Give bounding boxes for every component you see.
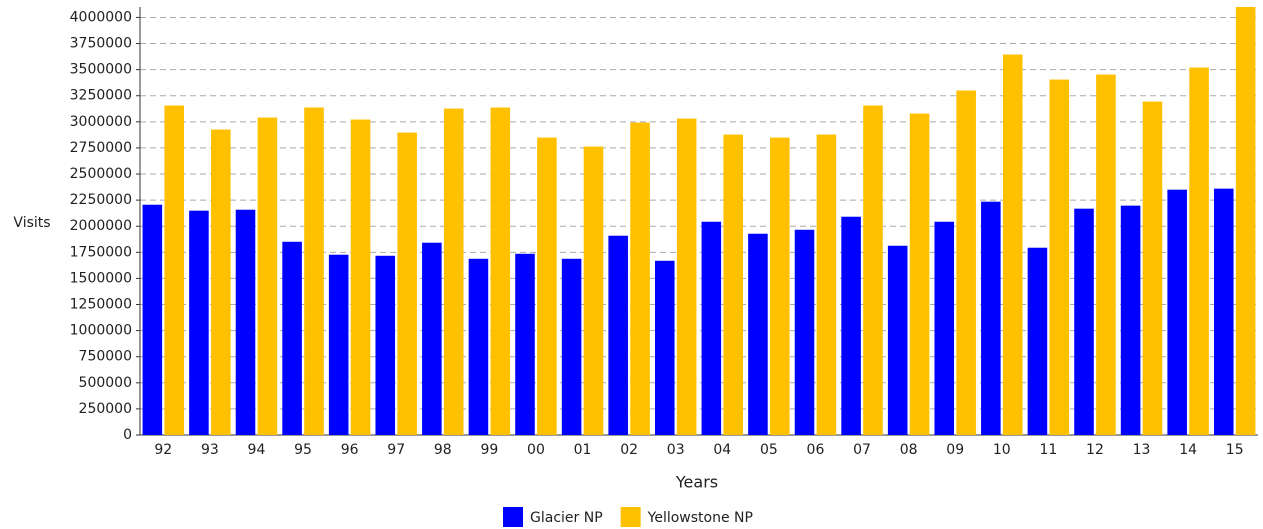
bar <box>375 255 396 435</box>
legend-swatch <box>503 507 523 527</box>
bar <box>397 132 417 435</box>
x-tick-label: 92 <box>154 442 172 458</box>
bar <box>515 253 535 435</box>
y-tick-label: 500000 <box>79 375 132 391</box>
bar <box>1167 189 1187 435</box>
bar <box>235 209 256 435</box>
y-tick-label: 2250000 <box>70 192 132 208</box>
legend-label: Glacier NP <box>530 510 603 526</box>
x-axis-label: Years <box>675 473 718 492</box>
x-tick-label: 14 <box>1179 442 1197 458</box>
bar <box>909 113 930 436</box>
bar <box>654 260 675 435</box>
x-tick-label: 11 <box>1039 442 1057 458</box>
y-tick-label: 2000000 <box>70 218 132 234</box>
bar <box>1096 74 1116 435</box>
y-tick-label: 0 <box>123 427 132 443</box>
bar <box>142 204 163 435</box>
x-tick-label: 07 <box>853 442 871 458</box>
bar <box>863 105 883 436</box>
bar <box>490 107 511 435</box>
x-tick-label: 15 <box>1226 442 1244 458</box>
bar <box>794 229 815 435</box>
bar <box>282 241 302 435</box>
y-tick-label: 3000000 <box>70 114 132 130</box>
bar <box>1235 7 1256 435</box>
x-tick-label: 02 <box>620 442 638 458</box>
x-tick-label: 08 <box>900 442 918 458</box>
legend-swatch <box>620 507 641 527</box>
y-tick-label: 3250000 <box>70 88 132 104</box>
bar <box>561 258 582 435</box>
bar <box>211 129 231 436</box>
bar <box>189 210 209 435</box>
y-tick-label: 250000 <box>79 401 132 417</box>
x-tick-label: 05 <box>760 442 778 458</box>
y-tick-label: 3750000 <box>70 36 132 52</box>
bar <box>770 137 790 435</box>
bar <box>1049 79 1070 436</box>
y-tick-label: 2750000 <box>70 140 132 156</box>
bar <box>748 233 768 435</box>
bar <box>328 254 349 435</box>
bar <box>1189 67 1209 436</box>
y-tick-label: 3500000 <box>70 62 132 78</box>
bar <box>422 242 442 435</box>
y-tick-label: 750000 <box>79 349 132 365</box>
bar <box>443 108 464 435</box>
bar <box>676 118 697 435</box>
bar <box>257 117 278 436</box>
bar <box>887 245 908 435</box>
y-tick-label: 4000000 <box>70 9 132 25</box>
y-axis-label: Visits <box>13 215 50 231</box>
bar <box>304 107 324 435</box>
x-tick-label: 97 <box>387 442 405 458</box>
bar <box>468 258 489 435</box>
legend-label: Yellowstone NP <box>647 510 753 526</box>
x-tick-label: 10 <box>993 442 1011 458</box>
bar <box>956 90 976 435</box>
bar <box>816 134 837 435</box>
bar <box>1120 205 1141 435</box>
y-tick-label: 1000000 <box>70 323 132 339</box>
bar <box>1074 208 1094 435</box>
y-tick-label: 1250000 <box>70 297 132 313</box>
bar <box>630 122 650 435</box>
bar <box>608 235 628 435</box>
bar <box>1002 54 1023 436</box>
y-tick-label: 2500000 <box>70 166 132 182</box>
y-tick-label: 1750000 <box>70 244 132 260</box>
bar <box>1213 188 1234 435</box>
x-tick-label: 98 <box>434 442 452 458</box>
x-tick-label: 13 <box>1133 442 1151 458</box>
x-tick-label: 04 <box>713 442 731 458</box>
x-tick-label: 94 <box>248 442 266 458</box>
x-tick-label: 99 <box>480 442 498 458</box>
bar <box>1142 101 1163 435</box>
bar <box>934 221 955 435</box>
y-tick-label: 1500000 <box>70 270 132 286</box>
bar <box>981 201 1001 435</box>
bar <box>164 105 185 436</box>
x-tick-label: 00 <box>527 442 545 458</box>
x-tick-label: 01 <box>574 442 592 458</box>
x-tick-label: 03 <box>667 442 685 458</box>
bar <box>583 146 604 435</box>
bar <box>841 216 861 435</box>
x-tick-label: 12 <box>1086 442 1104 458</box>
bar <box>350 119 371 435</box>
x-tick-label: 96 <box>341 442 359 458</box>
bar <box>537 137 557 435</box>
x-tick-label: 09 <box>946 442 964 458</box>
bar <box>1027 247 1048 435</box>
x-tick-label: 06 <box>807 442 825 458</box>
x-tick-label: 95 <box>294 442 312 458</box>
bar <box>701 221 722 435</box>
bar <box>723 134 744 435</box>
x-tick-label: 93 <box>201 442 219 458</box>
